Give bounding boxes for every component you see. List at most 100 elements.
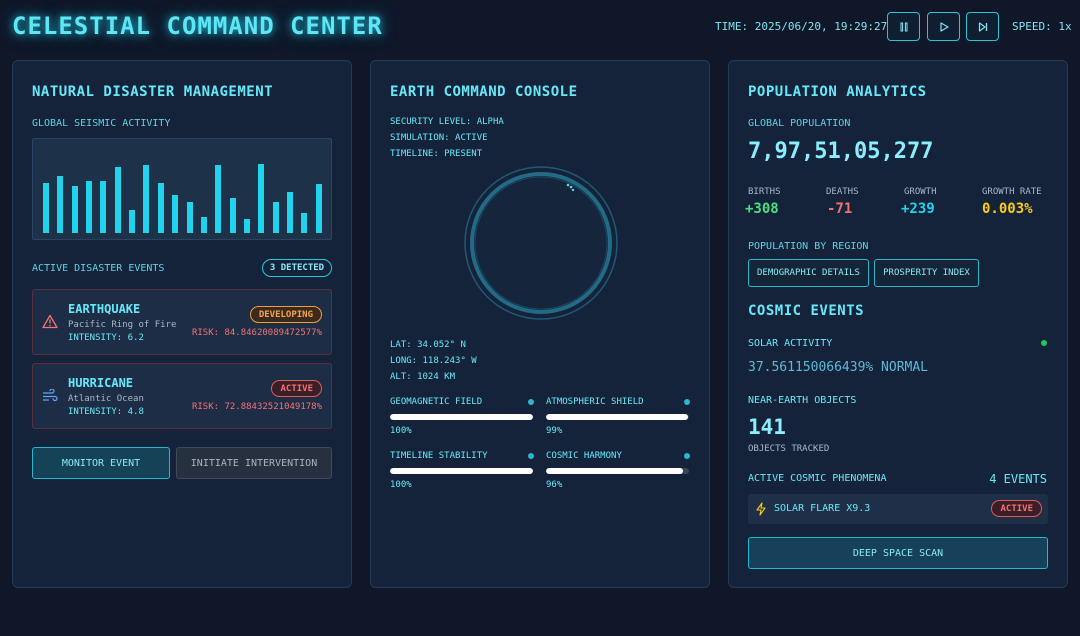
seismic-bar xyxy=(243,219,250,233)
event-card-earthquake[interactable]: EARTHQUAKE Pacific Ring of Fire INTENSIT… xyxy=(32,289,332,355)
timeline-status: TIMELINE: PRESENT xyxy=(390,149,483,159)
meter-value: 96% xyxy=(546,480,563,490)
meter-label: COSMIC HARMONY xyxy=(546,451,622,461)
seismic-label: GLOBAL SEISMIC ACTIVITY xyxy=(32,118,171,129)
lightning-icon xyxy=(756,502,766,516)
skip-forward-button[interactable] xyxy=(966,12,999,41)
phenomenon-row[interactable]: SOLAR FLARE X9.3 ACTIVE xyxy=(748,494,1048,524)
event-location: Atlantic Ocean xyxy=(68,394,144,404)
neo-label: NEAR-EARTH OBJECTS xyxy=(748,395,857,406)
app-title: CELESTIAL COMMAND CENTER xyxy=(12,12,383,40)
population-panel-title: POPULATION ANALYTICS xyxy=(748,84,927,100)
play-button[interactable] xyxy=(927,12,960,41)
console-panel-title: EARTH COMMAND CONSOLE xyxy=(390,84,578,100)
pause-icon xyxy=(900,22,908,31)
seismic-bar xyxy=(186,202,193,233)
meter-value: 100% xyxy=(390,480,412,490)
disaster-panel-title: NATURAL DISASTER MANAGEMENT xyxy=(32,84,274,100)
wind-icon xyxy=(43,389,58,402)
time-readout: TIME: 2025/06/20, 19:29:27 xyxy=(715,20,888,33)
solar-activity-label: SOLAR ACTIVITY xyxy=(748,338,833,349)
global-population-label: GLOBAL POPULATION xyxy=(748,118,851,129)
neo-subtitle: OBJECTS TRACKED xyxy=(748,444,830,454)
global-population-value: 7,97,51,05,277 xyxy=(748,139,934,164)
meter-label: TIMELINE STABILITY xyxy=(390,451,488,461)
births-label: BIRTHS xyxy=(748,187,781,197)
seismic-bar xyxy=(100,181,107,233)
seismic-bar xyxy=(129,210,136,233)
latitude-readout: LAT: 34.052° N xyxy=(390,340,466,350)
active-events-label: ACTIVE DISASTER EVENTS xyxy=(32,263,165,274)
meter-label: ATMOSPHERIC SHIELD xyxy=(546,397,644,407)
pause-button[interactable] xyxy=(887,12,920,41)
event-risk: RISK: 84.84620089472577% xyxy=(191,328,322,338)
event-name: EARTHQUAKE xyxy=(68,302,141,316)
event-intensity: INTENSITY: 6.2 xyxy=(68,333,144,343)
seismic-bar xyxy=(86,181,93,233)
meter-bar xyxy=(390,468,533,474)
initiate-intervention-button[interactable]: INITIATE INTERVENTION xyxy=(176,447,332,479)
seismic-bar xyxy=(229,198,236,233)
deaths-label: DEATHS xyxy=(826,187,859,197)
seismic-bar xyxy=(215,165,222,233)
growth-rate-label: GROWTH RATE xyxy=(982,187,1042,197)
top-bar: CELESTIAL COMMAND CENTER TIME: 2025/06/2… xyxy=(0,0,1080,56)
seismic-bar xyxy=(272,202,279,233)
longitude-readout: LONG: 118.243° W xyxy=(390,356,477,366)
prosperity-index-button[interactable]: PROSPERITY INDEX xyxy=(874,259,979,287)
earth-globe-visual[interactable] xyxy=(463,165,619,321)
event-location: Pacific Ring of Fire xyxy=(68,320,177,330)
altitude-readout: ALT: 1024 KM xyxy=(390,372,456,382)
meter-value: 100% xyxy=(390,426,412,436)
monitor-event-button[interactable]: MONITOR EVENT xyxy=(32,447,170,479)
seismic-bar xyxy=(200,217,207,233)
status-dot xyxy=(684,453,690,459)
region-label: POPULATION BY REGION xyxy=(748,241,869,252)
seismic-bar xyxy=(114,167,121,233)
deep-space-scan-button[interactable]: DEEP SPACE SCAN xyxy=(748,537,1048,569)
skip-forward-icon xyxy=(978,21,987,32)
neo-count: 141 xyxy=(748,415,786,439)
growth-rate-value: 0.003% xyxy=(982,201,1033,217)
seismic-bar xyxy=(258,164,265,233)
seismic-bar xyxy=(157,183,164,233)
seismic-bar xyxy=(172,195,179,233)
event-card-hurricane[interactable]: HURRICANE Atlantic Ocean INTENSITY: 4.8 … xyxy=(32,363,332,429)
status-dot xyxy=(528,399,534,405)
status-badge: DEVELOPING xyxy=(249,306,322,323)
status-dot xyxy=(684,399,690,405)
status-dot xyxy=(528,453,534,459)
growth-label: GROWTH xyxy=(904,187,937,197)
phenomena-count: 4 EVENTS xyxy=(989,472,1047,486)
play-icon xyxy=(939,21,949,32)
event-risk: RISK: 72.88432521049178% xyxy=(191,402,322,412)
seismic-bar xyxy=(301,213,308,233)
status-badge: ACTIVE xyxy=(271,380,322,397)
seismic-bar xyxy=(286,192,293,233)
seismic-activity-chart xyxy=(32,138,332,240)
seismic-bar xyxy=(43,183,49,233)
speed-readout: SPEED: 1x xyxy=(1012,20,1072,33)
meter-bar xyxy=(390,414,533,420)
meter-value: 99% xyxy=(546,426,563,436)
event-intensity: INTENSITY: 4.8 xyxy=(68,407,144,417)
event-name: HURRICANE xyxy=(68,376,134,390)
console-panel: EARTH COMMAND CONSOLE SECURITY LEVEL: AL… xyxy=(370,60,710,588)
meter-bar xyxy=(546,414,689,420)
demographic-details-button[interactable]: DEMOGRAPHIC DETAILS xyxy=(748,259,869,287)
security-level: SECURITY LEVEL: ALPHA xyxy=(390,117,504,127)
status-badge: ACTIVE xyxy=(991,500,1042,517)
seismic-bar xyxy=(71,186,78,233)
solar-status-dot xyxy=(1041,340,1047,346)
seismic-bar xyxy=(143,165,150,233)
meter-label: GEOMAGNETIC FIELD xyxy=(390,397,483,407)
phenomena-label: ACTIVE COSMIC PHENOMENA xyxy=(748,473,887,484)
solar-activity-value: 37.561150066439% NORMAL xyxy=(748,360,929,375)
detected-badge: 3 DETECTED xyxy=(262,259,332,277)
growth-value: +239 xyxy=(901,201,935,217)
seismic-bar xyxy=(57,176,64,233)
births-value: +308 xyxy=(745,201,779,217)
disaster-panel: NATURAL DISASTER MANAGEMENT GLOBAL SEISM… xyxy=(12,60,352,588)
meter-bar xyxy=(546,468,689,474)
seismic-bar xyxy=(315,184,322,233)
